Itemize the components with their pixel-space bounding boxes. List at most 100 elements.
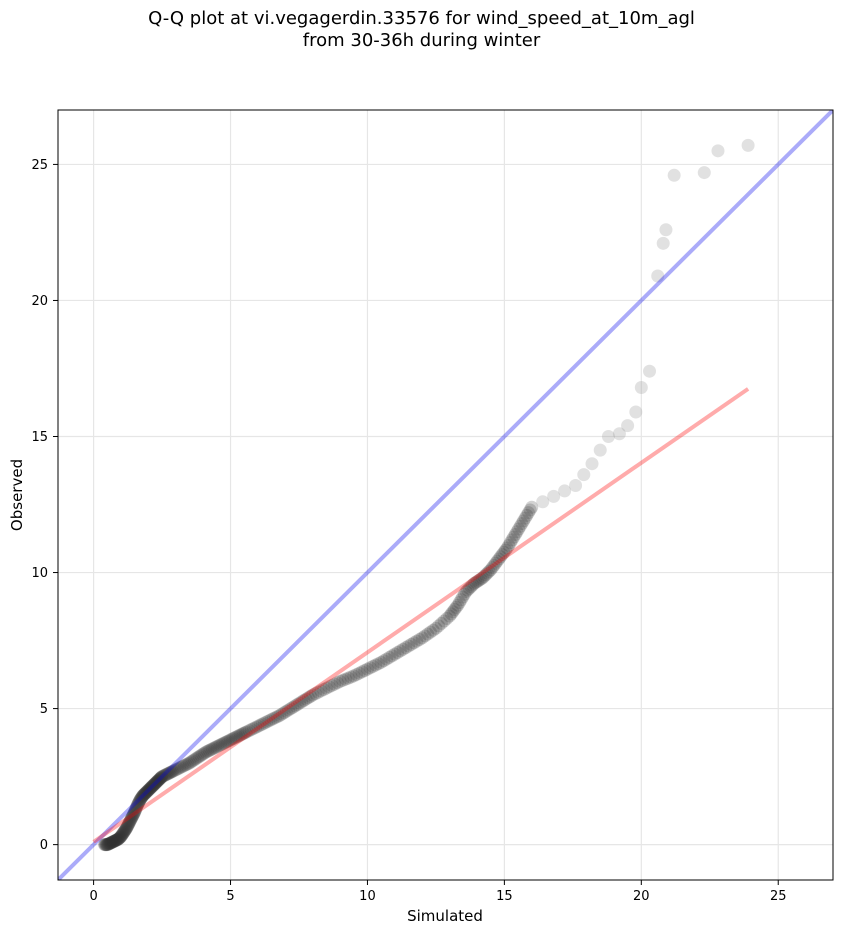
quantile-point [358, 663, 372, 677]
quantile-point [382, 650, 396, 664]
quantile-point [449, 600, 463, 614]
quantile-point [464, 580, 478, 594]
quantile-point [380, 652, 394, 666]
quantile-point [257, 716, 271, 730]
quantile-point [147, 778, 161, 792]
quantile-point [138, 786, 152, 800]
quantile-point [228, 730, 242, 744]
quantile-point [224, 733, 238, 747]
quantile-point [277, 706, 291, 720]
quantile-point [225, 732, 239, 746]
quantile-point [643, 364, 657, 378]
quantile-point [153, 772, 167, 786]
quantile-point [282, 703, 296, 717]
quantile-point [122, 817, 136, 831]
quantile-point [629, 405, 643, 419]
quantile-point [166, 764, 180, 778]
y-tick-label: 10 [31, 566, 48, 581]
quantile-point [308, 687, 322, 701]
quantile-point [423, 625, 437, 639]
quantile-point [113, 831, 127, 845]
quantile-point [134, 791, 148, 805]
quantile-point [99, 838, 113, 852]
chart-title-line-1: Q-Q plot at vi.vegagerdin.33576 for wind… [148, 8, 695, 29]
quantile-point [508, 527, 522, 541]
quantile-point [130, 798, 144, 812]
quantile-point [651, 269, 665, 283]
quantile-point [99, 838, 113, 852]
quantile-point [452, 595, 466, 609]
quantile-point [163, 766, 177, 780]
quantile-point [100, 838, 114, 852]
x-axis-ticks: 0 5 10 15 20 25 [89, 880, 787, 904]
quantile-point [162, 766, 176, 780]
quantile-point [466, 578, 480, 592]
quantile-point [284, 702, 298, 716]
quantile-point [215, 737, 229, 751]
quantile-point [105, 835, 119, 849]
quantile-point [260, 715, 274, 729]
quantile-point [264, 713, 278, 727]
quantile-point [347, 669, 361, 683]
quantile-point [498, 543, 512, 557]
quantile-point [109, 833, 123, 847]
quantile-point [151, 773, 165, 787]
quantile-point [202, 743, 216, 757]
quantile-point [101, 837, 115, 851]
quantile-point [349, 668, 363, 682]
quantile-point [366, 659, 380, 673]
quantile-point [273, 708, 287, 722]
quantile-point [477, 569, 491, 583]
quantile-point [116, 826, 130, 840]
quantile-point [444, 607, 458, 621]
quantile-point [179, 758, 193, 772]
quantile-point [103, 836, 117, 850]
quantile-point [150, 775, 164, 789]
quantile-point [497, 545, 511, 559]
quantile-point [319, 681, 333, 695]
y-axis-ticks: 0 5 10 15 20 25 [31, 158, 58, 853]
quantile-point [116, 827, 130, 841]
quantile-point [156, 769, 170, 783]
quantile-point [503, 536, 517, 550]
quantile-point [410, 634, 424, 648]
quantile-point [290, 698, 304, 712]
quantile-point [286, 700, 300, 714]
grid-lines [58, 110, 833, 880]
quantile-point [244, 723, 258, 737]
quantile-point [336, 673, 350, 687]
quantile-point [525, 500, 539, 514]
quantile-point [110, 833, 124, 847]
quantile-point [656, 236, 670, 250]
quantile-point [114, 829, 128, 843]
quantile-point [174, 760, 188, 774]
quantile-point [242, 724, 256, 738]
quantile-point [119, 821, 133, 835]
quantile-point [230, 730, 244, 744]
quantile-point [129, 801, 143, 815]
quantile-point [153, 771, 167, 785]
quantile-point [377, 654, 391, 668]
quantile-point [189, 752, 203, 766]
quantile-point [161, 767, 175, 781]
quantile-point [469, 575, 483, 589]
quantile-point [393, 644, 407, 658]
quantile-point [741, 138, 755, 152]
quantile-point [101, 837, 115, 851]
quantile-point [317, 683, 331, 697]
quantile-point [107, 834, 121, 848]
x-tick-label: 5 [226, 889, 234, 904]
quantile-point [124, 813, 138, 827]
quantile-point [155, 770, 169, 784]
quantile-point [98, 838, 112, 852]
quantile-point [490, 554, 504, 568]
quantile-point [421, 627, 435, 641]
quantile-point [127, 806, 141, 820]
quantile-point [164, 765, 178, 779]
quantile-point [275, 707, 289, 721]
quantile-point [325, 678, 339, 692]
quantile-point [494, 550, 508, 564]
quantile-point [585, 457, 599, 471]
quantile-point [138, 787, 152, 801]
quantile-point [426, 623, 440, 637]
